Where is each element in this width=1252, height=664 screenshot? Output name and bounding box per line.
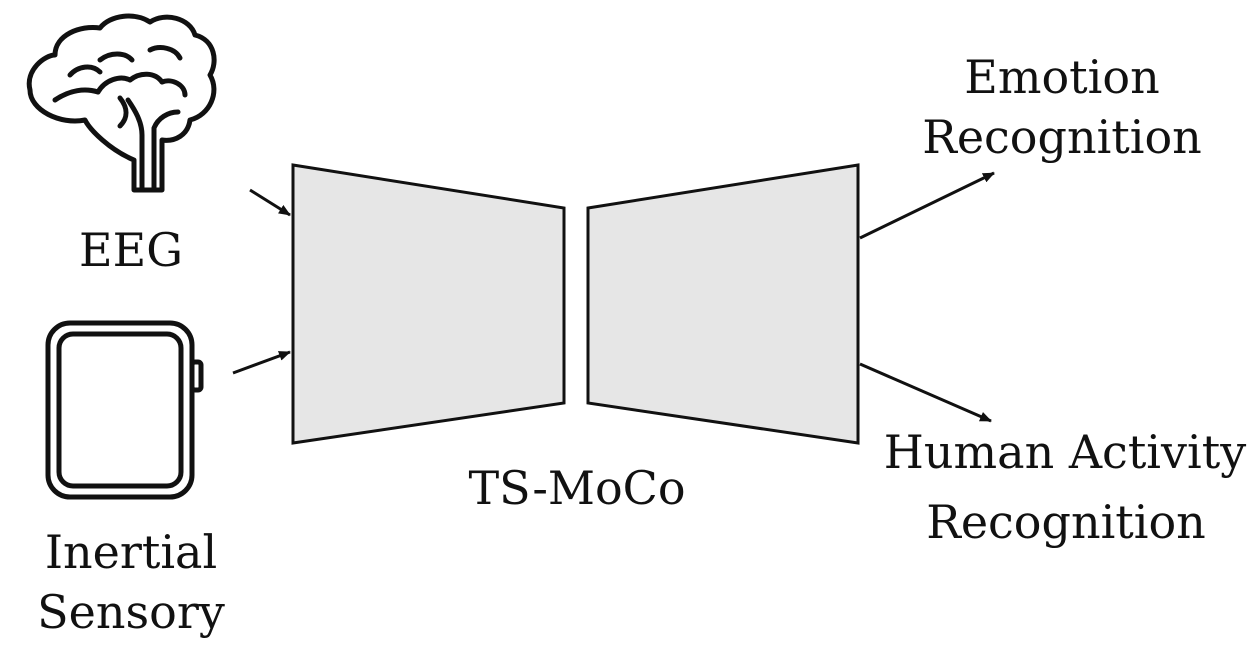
smartwatch-icon bbox=[45, 320, 204, 500]
encoder-block bbox=[291, 163, 566, 445]
eeg-label: EEG bbox=[79, 223, 183, 277]
har-label-line1: Human Activity bbox=[884, 425, 1246, 479]
inertial-input-arrow bbox=[232, 350, 291, 375]
emotion-label-line1: Emotion bbox=[964, 50, 1159, 104]
emotion-label-line2: Recognition bbox=[922, 110, 1202, 164]
inertial-label-line1: Inertial bbox=[45, 525, 217, 579]
emotion-output-arrow bbox=[859, 171, 995, 240]
eeg-input-arrow bbox=[249, 188, 291, 217]
har-label-line2: Recognition bbox=[926, 495, 1206, 549]
decoder-block bbox=[586, 163, 860, 445]
har-output-arrow bbox=[859, 362, 992, 423]
inertial-label-line2: Sensory bbox=[37, 585, 225, 639]
model-label: TS-MoCo bbox=[468, 461, 685, 515]
brain-icon bbox=[26, 13, 217, 193]
